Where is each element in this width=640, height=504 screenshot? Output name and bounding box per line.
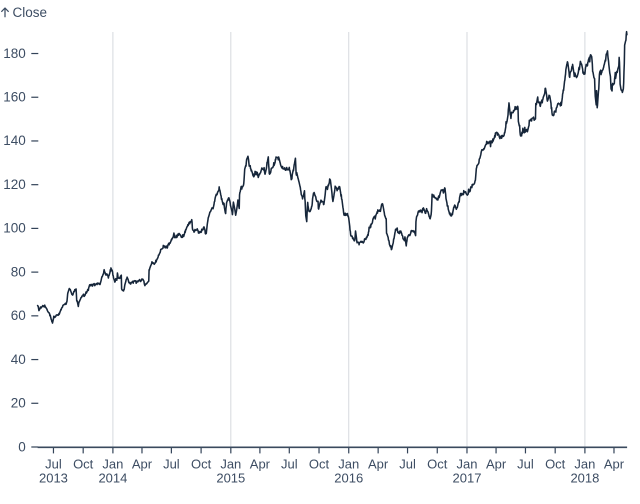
svg-text:Apr: Apr (486, 456, 507, 471)
svg-text:2014: 2014 (98, 470, 127, 485)
svg-text:80: 80 (11, 264, 26, 279)
svg-text:Jul: Jul (163, 456, 180, 471)
svg-text:140: 140 (3, 133, 26, 148)
svg-text:Oct: Oct (73, 456, 94, 471)
svg-text:Apr: Apr (604, 456, 625, 471)
svg-text:2016: 2016 (334, 470, 363, 485)
svg-text:180: 180 (3, 46, 26, 61)
svg-text:40: 40 (11, 352, 26, 367)
svg-text:Oct: Oct (545, 456, 566, 471)
svg-text:Oct: Oct (309, 456, 330, 471)
svg-text:160: 160 (3, 89, 26, 104)
svg-text:Jul: Jul (45, 456, 62, 471)
svg-text:2018: 2018 (570, 470, 599, 485)
svg-text:Close: Close (13, 5, 48, 20)
svg-text:20: 20 (11, 396, 26, 411)
svg-text:2013: 2013 (39, 470, 68, 485)
svg-text:60: 60 (11, 308, 26, 323)
svg-text:100: 100 (3, 221, 26, 236)
svg-text:Apr: Apr (132, 456, 153, 471)
svg-text:2015: 2015 (216, 470, 245, 485)
svg-text:0: 0 (18, 439, 26, 454)
svg-text:Jul: Jul (517, 456, 534, 471)
svg-text:Oct: Oct (427, 456, 448, 471)
svg-text:Jul: Jul (399, 456, 416, 471)
svg-text:Jan: Jan (456, 456, 477, 471)
svg-text:Jul: Jul (281, 456, 298, 471)
svg-text:120: 120 (3, 177, 26, 192)
svg-text:Apr: Apr (368, 456, 389, 471)
svg-text:Jan: Jan (574, 456, 595, 471)
svg-text:2017: 2017 (453, 470, 482, 485)
svg-text:Jan: Jan (338, 456, 359, 471)
svg-text:Oct: Oct (191, 456, 212, 471)
svg-text:Jan: Jan (102, 456, 123, 471)
svg-text:Jan: Jan (220, 456, 241, 471)
svg-text:Apr: Apr (250, 456, 271, 471)
